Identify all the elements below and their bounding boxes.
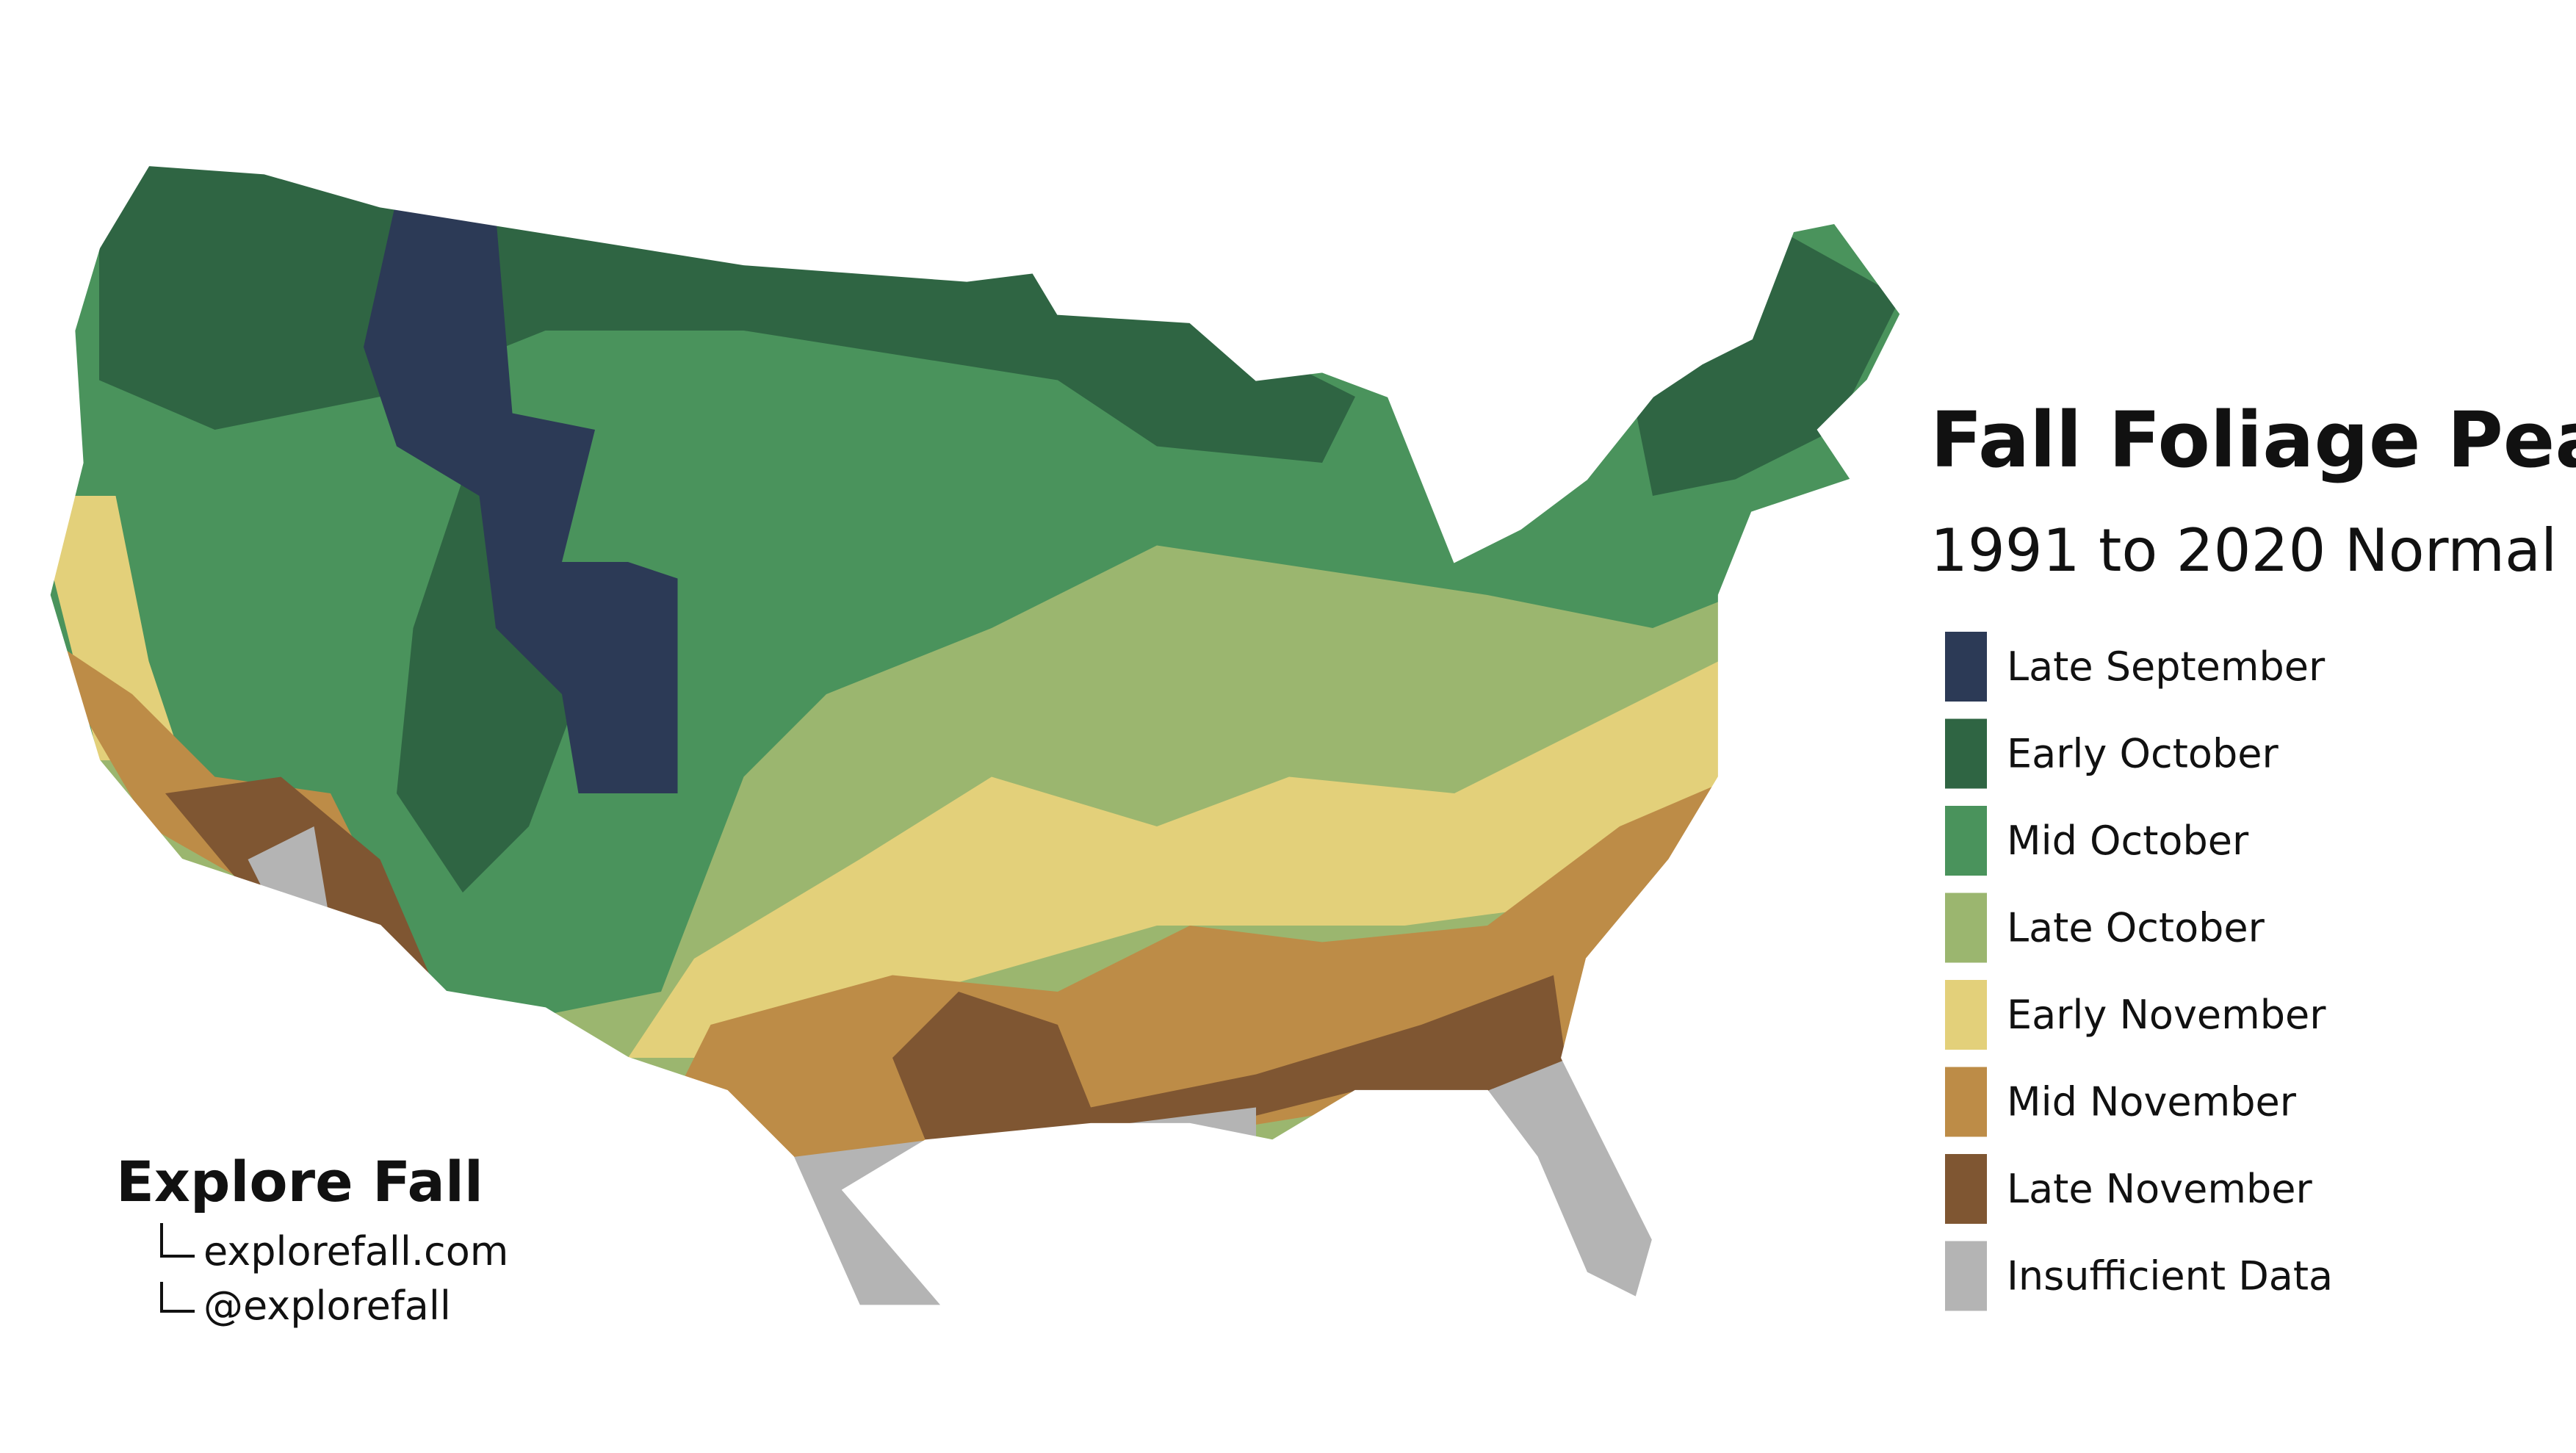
legend-label: Early October: [2007, 731, 2279, 777]
legend-swatch: [1945, 1067, 1987, 1137]
brand-name: Explore Fall: [116, 1149, 483, 1214]
brand-link: @explorefall: [203, 1283, 451, 1329]
legend-label: Late November: [2007, 1166, 2312, 1212]
legend-label: Insufficient Data: [2007, 1253, 2333, 1299]
subtitle: 1991 to 2020 Normal: [1930, 516, 2557, 585]
zone-area: [1487, 1058, 1670, 1306]
legend-label: Mid October: [2007, 818, 2249, 864]
legend-label: Late October: [2007, 905, 2265, 951]
zone-area: [892, 975, 1570, 1141]
legend-label: Late September: [2007, 643, 2326, 690]
legend-swatch: [1945, 980, 1987, 1050]
legend: Late September Early October Mid October La…: [1945, 632, 2333, 1311]
legend-swatch: [1945, 1154, 1987, 1224]
zone-area: [628, 661, 1752, 1058]
legend-swatch: [1945, 718, 1987, 789]
legend-swatch: [1945, 632, 1987, 702]
title: Fall Foliage Peak: [1930, 395, 2576, 485]
brand-link: explorefall.com: [203, 1228, 508, 1274]
zone-area: [364, 198, 678, 793]
zone-area: [1636, 214, 1901, 496]
legend-swatch: [1945, 806, 1987, 876]
zone-area: [49, 496, 182, 760]
tree-lines: [160, 1223, 195, 1313]
legend-label: Mid November: [2007, 1079, 2297, 1125]
legend-swatch: [1945, 1241, 1987, 1311]
legend-label: Early November: [2007, 992, 2326, 1038]
legend-swatch: [1945, 893, 1987, 963]
